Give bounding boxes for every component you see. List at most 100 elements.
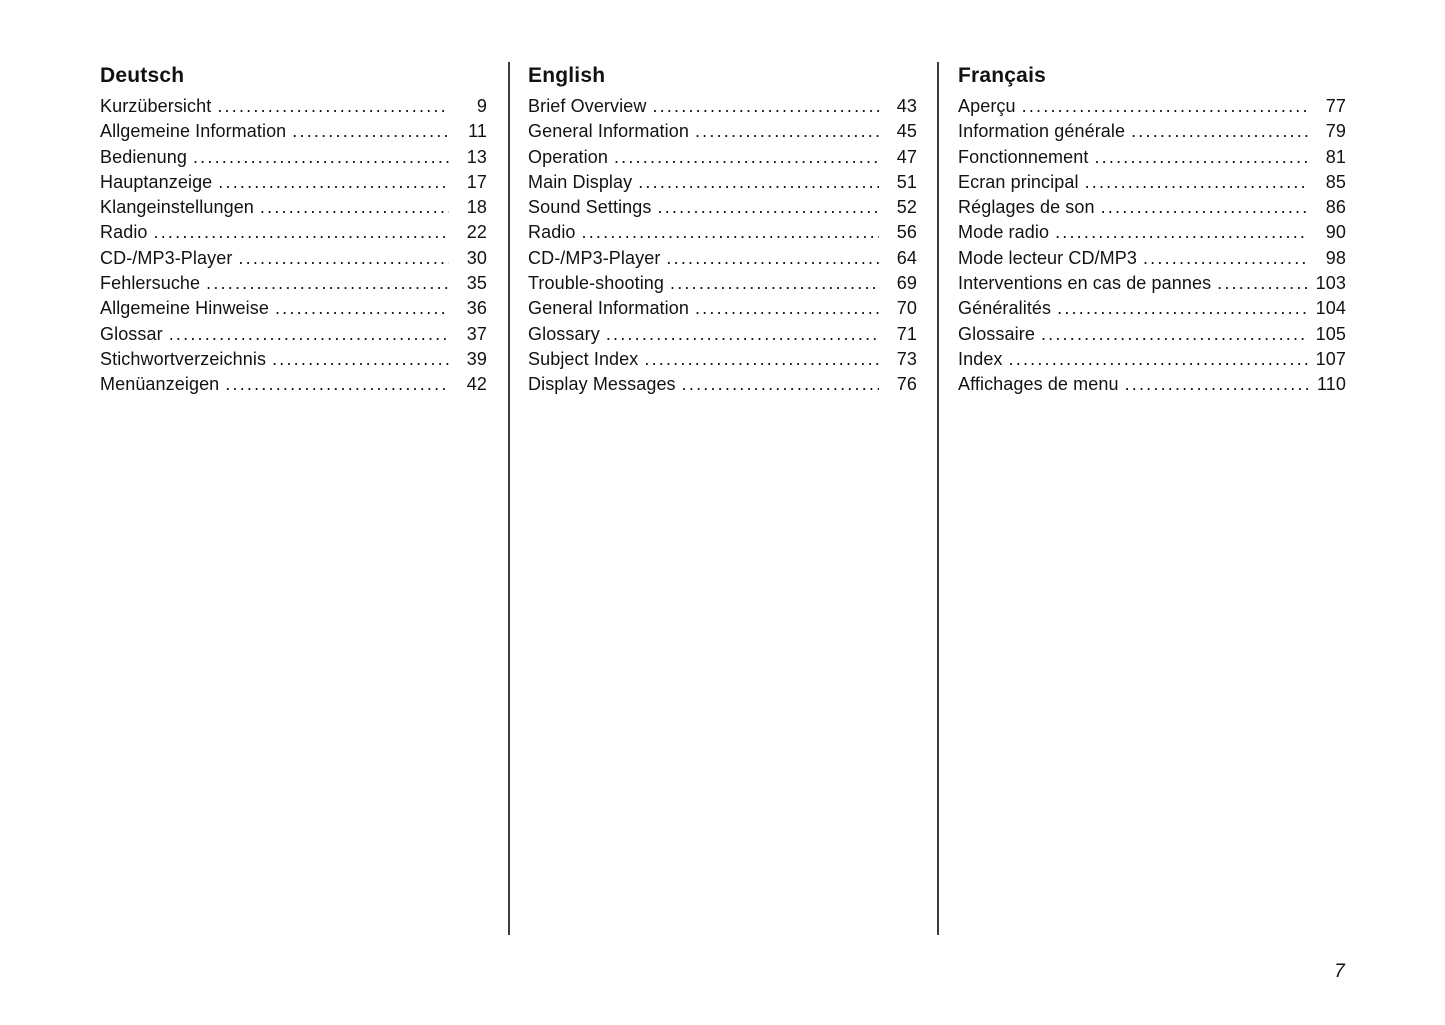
toc-entry-page: 37 (466, 323, 487, 344)
dot-leader: ........................................… (652, 96, 879, 116)
column-heading: Deutsch (100, 64, 185, 87)
toc-entry: Ecran principal ........................… (958, 170, 1346, 195)
toc-entry-title: Index (958, 348, 1003, 369)
toc-entry-page: 86 (1325, 197, 1346, 218)
toc-list: Kurzübersicht ..........................… (100, 94, 487, 398)
toc-column-english: English Brief Overview .................… (528, 63, 917, 398)
toc-entry-page: 30 (466, 247, 487, 268)
toc-entry-title: Main Display (528, 171, 633, 192)
toc-entry: Fehlersuche ............................… (100, 271, 487, 296)
toc-entry: General Information ....................… (528, 296, 917, 321)
dot-leader: ........................................… (1084, 171, 1308, 192)
toc-entry: Généralités ............................… (958, 296, 1346, 321)
toc-entry: Mode lecteur CD/MP3 ....................… (958, 246, 1346, 271)
toc-list: Aperçu .................................… (958, 94, 1346, 398)
toc-entry: Affichages de menu .....................… (958, 372, 1346, 397)
toc-entry-title: Allgemeine Hinweise (100, 298, 269, 319)
toc-entry: Allgemeine Information .................… (100, 119, 487, 144)
toc-entry-page: 17 (466, 171, 487, 192)
toc-entry: Allgemeine Hinweise ....................… (100, 296, 487, 321)
toc-entry-title: Allgemeine Information (100, 121, 287, 142)
toc-entry: CD-/MP3-Player .........................… (100, 246, 487, 271)
column-heading: Français (958, 64, 1046, 87)
dot-leader: ........................................… (638, 171, 879, 192)
toc-entry: Réglages de son ........................… (958, 195, 1346, 220)
toc-entry-page: 90 (1325, 222, 1346, 243)
dot-leader: ........................................… (613, 146, 879, 167)
toc-entry-title: Hauptanzeige (100, 171, 213, 192)
toc-entry-page: 47 (896, 146, 917, 167)
dot-leader: ........................................… (1131, 121, 1308, 142)
toc-entry-page: 45 (896, 121, 917, 142)
dot-leader: ........................................… (274, 298, 449, 319)
toc-entry-page: 35 (466, 273, 487, 294)
dot-leader: ........................................… (644, 348, 879, 369)
toc-entry: Menüanzeigen ...........................… (100, 372, 487, 397)
dot-leader: ........................................… (225, 374, 449, 395)
dot-leader: ........................................… (259, 197, 449, 218)
toc-entry-page: 105 (1315, 323, 1346, 344)
dot-leader: ........................................… (605, 323, 879, 344)
toc-entry: Subject Index ..........................… (528, 347, 917, 372)
toc-entry-page: 52 (896, 197, 917, 218)
toc-entry-title: Stichwortverzeichnis (100, 348, 267, 369)
column-divider (937, 62, 939, 935)
dot-leader: ........................................… (217, 96, 449, 116)
toc-entry: Brief Overview .........................… (528, 94, 917, 119)
toc-entry-page: 39 (466, 348, 487, 369)
toc-entry: Kurzübersicht ..........................… (100, 94, 487, 119)
toc-entry-title: Réglages de son (958, 197, 1095, 218)
toc-entry: Mode radio .............................… (958, 220, 1346, 245)
column-divider (508, 62, 510, 935)
toc-entry-title: Fehlersuche (100, 273, 201, 294)
toc-entry-title: Radio (528, 222, 576, 243)
dot-leader: ........................................… (272, 348, 449, 369)
dot-leader: ........................................… (1124, 374, 1308, 395)
toc-entry-title: CD-/MP3-Player (528, 247, 661, 268)
toc-entry: Fonctionnement .........................… (958, 145, 1346, 170)
toc-entry: Glossar ................................… (100, 322, 487, 347)
dot-leader: ........................................… (153, 222, 449, 243)
toc-entry-title: Subject Index (528, 348, 639, 369)
toc-entry-title: Menüanzeigen (100, 374, 220, 395)
dot-leader: ........................................… (292, 121, 449, 142)
toc-entry: CD-/MP3-Player .........................… (528, 246, 917, 271)
toc-entry-page: 77 (1325, 96, 1346, 116)
dot-leader: ........................................… (1021, 96, 1308, 116)
toc-entry-title: Trouble-shooting (528, 273, 665, 294)
toc-entry-page: 73 (896, 348, 917, 369)
toc-entry-title: Aperçu (958, 96, 1016, 116)
dot-leader: ........................................… (666, 247, 879, 268)
toc-column-français: Français Aperçu ........................… (958, 63, 1346, 398)
toc-entry: General Information ....................… (528, 119, 917, 144)
dot-leader: ........................................… (1100, 197, 1308, 218)
toc-entry: Radio ..................................… (528, 220, 917, 245)
column-heading: English (528, 64, 606, 87)
toc-entry: Main Display ...........................… (528, 170, 917, 195)
toc-entry-page: 85 (1325, 171, 1346, 192)
toc-entry-page: 81 (1325, 146, 1346, 167)
toc-entry-page: 36 (466, 298, 487, 319)
toc-entry-title: Radio (100, 222, 148, 243)
toc-entry-title: Display Messages (528, 374, 676, 395)
toc-entry-title: Sound Settings (528, 197, 652, 218)
toc-entry: Stichwortverzeichnis ...................… (100, 347, 487, 372)
toc-entry-title: Généralités (958, 298, 1052, 319)
toc-entry-page: 11 (468, 121, 487, 142)
toc-entry-page: 71 (896, 323, 917, 344)
dot-leader: ........................................… (581, 222, 879, 243)
toc-entry-title: Glossaire (958, 323, 1035, 344)
toc-entry: Information générale ...................… (958, 119, 1346, 144)
toc-entry-page: 79 (1325, 121, 1346, 142)
toc-entry: Klangeinstellungen .....................… (100, 195, 487, 220)
toc-entry-title: Information générale (958, 121, 1126, 142)
dot-leader: ........................................… (218, 171, 449, 192)
toc-entry-title: Fonctionnement (958, 146, 1089, 167)
toc-entry: Hauptanzeige ...........................… (100, 170, 487, 195)
toc-entry: Glossary ...............................… (528, 322, 917, 347)
toc-entry-title: CD-/MP3-Player (100, 247, 233, 268)
dot-leader: ........................................… (681, 374, 879, 395)
toc-entry-title: Glossary (528, 323, 600, 344)
dot-leader: ........................................… (206, 273, 449, 294)
dot-leader: ........................................… (168, 323, 449, 344)
